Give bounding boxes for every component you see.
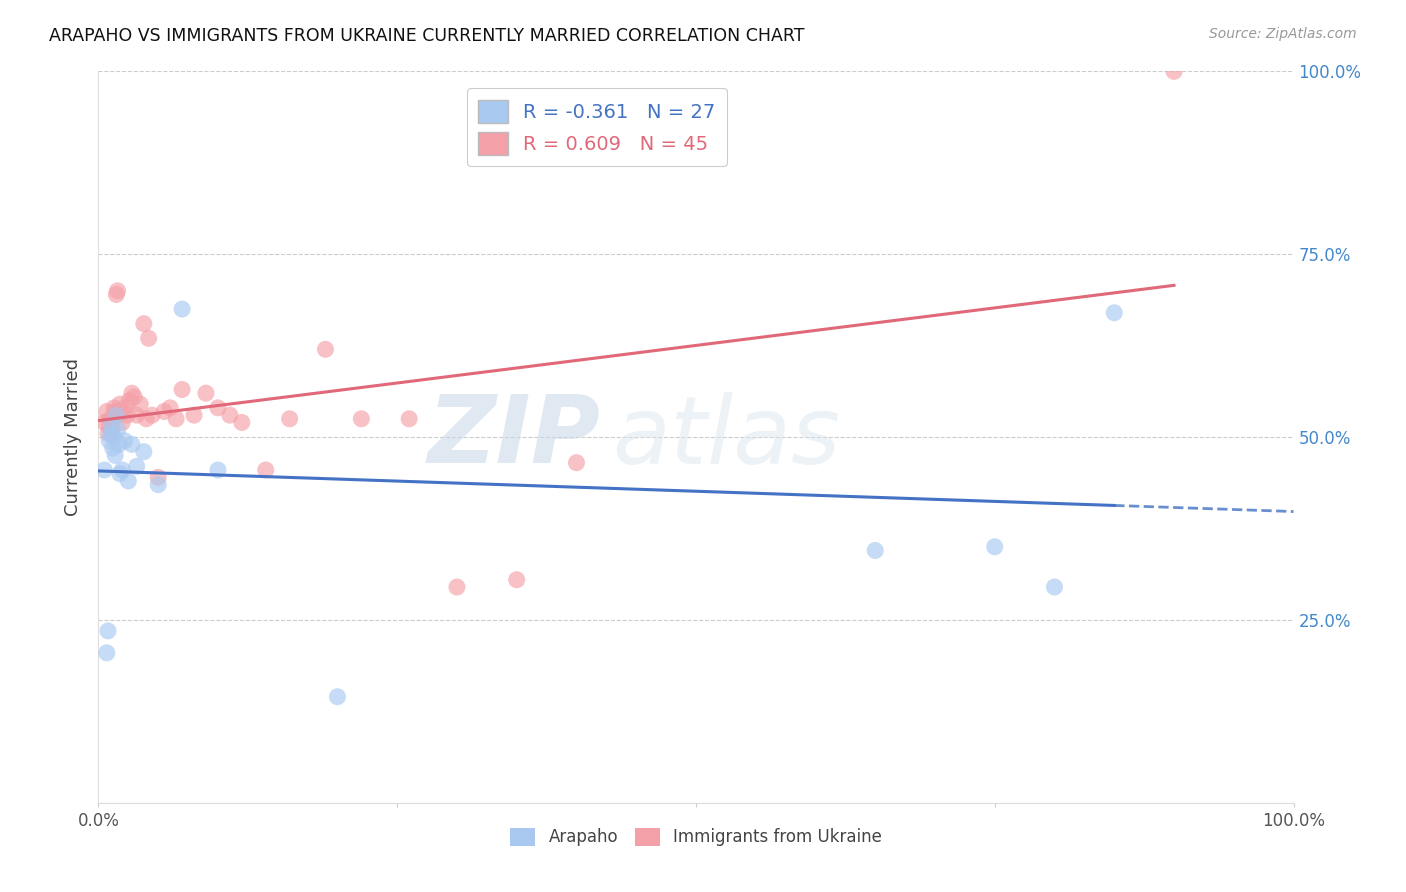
Point [101, 412, 124, 426]
Point [107, 408, 129, 422]
Point [107, 423, 129, 437]
Point [121, 386, 143, 401]
Point [100, 419, 122, 434]
Point [207, 401, 229, 415]
Point [159, 401, 181, 415]
Point [115, 408, 138, 422]
Point [254, 463, 277, 477]
Point [107, 437, 129, 451]
Point [172, 383, 194, 397]
Point [138, 331, 160, 345]
Point [97, 426, 120, 441]
Point [104, 404, 127, 418]
Point [219, 408, 242, 422]
Text: Source: ZipAtlas.com: Source: ZipAtlas.com [1209, 27, 1357, 41]
Point [93, 463, 115, 477]
Point [98, 434, 121, 448]
Point [1043, 580, 1066, 594]
Point [97, 624, 120, 638]
Point [100, 423, 122, 437]
Point [125, 408, 148, 422]
Point [984, 540, 1007, 554]
Point [865, 543, 887, 558]
Point [135, 412, 157, 426]
Point [195, 386, 218, 401]
Point [107, 284, 129, 298]
Point [114, 401, 136, 415]
Text: atlas: atlas [613, 392, 841, 483]
Point [98, 419, 121, 434]
Legend: Arapaho, Immigrants from Ukraine: Arapaho, Immigrants from Ukraine [503, 821, 889, 853]
Point [93, 416, 115, 430]
Point [141, 408, 163, 422]
Point [315, 343, 337, 357]
Point [111, 463, 134, 477]
Point [125, 459, 148, 474]
Point [111, 416, 134, 430]
Point [101, 441, 124, 455]
Point [326, 690, 349, 704]
Point [103, 401, 125, 415]
Point [132, 317, 155, 331]
Point [1104, 306, 1126, 320]
Point [231, 416, 253, 430]
Point [350, 412, 373, 426]
Text: ZIP: ZIP [427, 391, 600, 483]
Point [278, 412, 301, 426]
Point [105, 287, 128, 301]
Point [165, 412, 187, 426]
Y-axis label: Currently Married: Currently Married [65, 358, 83, 516]
Point [148, 477, 170, 491]
Point [104, 448, 127, 462]
Point [121, 437, 143, 451]
Point [103, 430, 125, 444]
Point [110, 404, 132, 418]
Point [96, 646, 118, 660]
Text: ARAPAHO VS IMMIGRANTS FROM UKRAINE CURRENTLY MARRIED CORRELATION CHART: ARAPAHO VS IMMIGRANTS FROM UKRAINE CURRE… [49, 27, 804, 45]
Point [98, 426, 122, 441]
Point [96, 404, 118, 418]
Point [105, 408, 128, 422]
Point [183, 408, 205, 422]
Point [172, 301, 194, 317]
Point [207, 463, 229, 477]
Point [506, 573, 529, 587]
Point [446, 580, 468, 594]
Point [153, 404, 176, 418]
Point [132, 444, 155, 458]
Point [117, 474, 139, 488]
Point [1163, 64, 1185, 78]
Point [98, 412, 122, 426]
Point [398, 412, 420, 426]
Point [118, 393, 141, 408]
Point [124, 390, 146, 404]
Point [108, 397, 131, 411]
Point [129, 397, 152, 411]
Point [565, 456, 588, 470]
Point [148, 470, 170, 484]
Point [114, 434, 136, 448]
Point [108, 467, 131, 481]
